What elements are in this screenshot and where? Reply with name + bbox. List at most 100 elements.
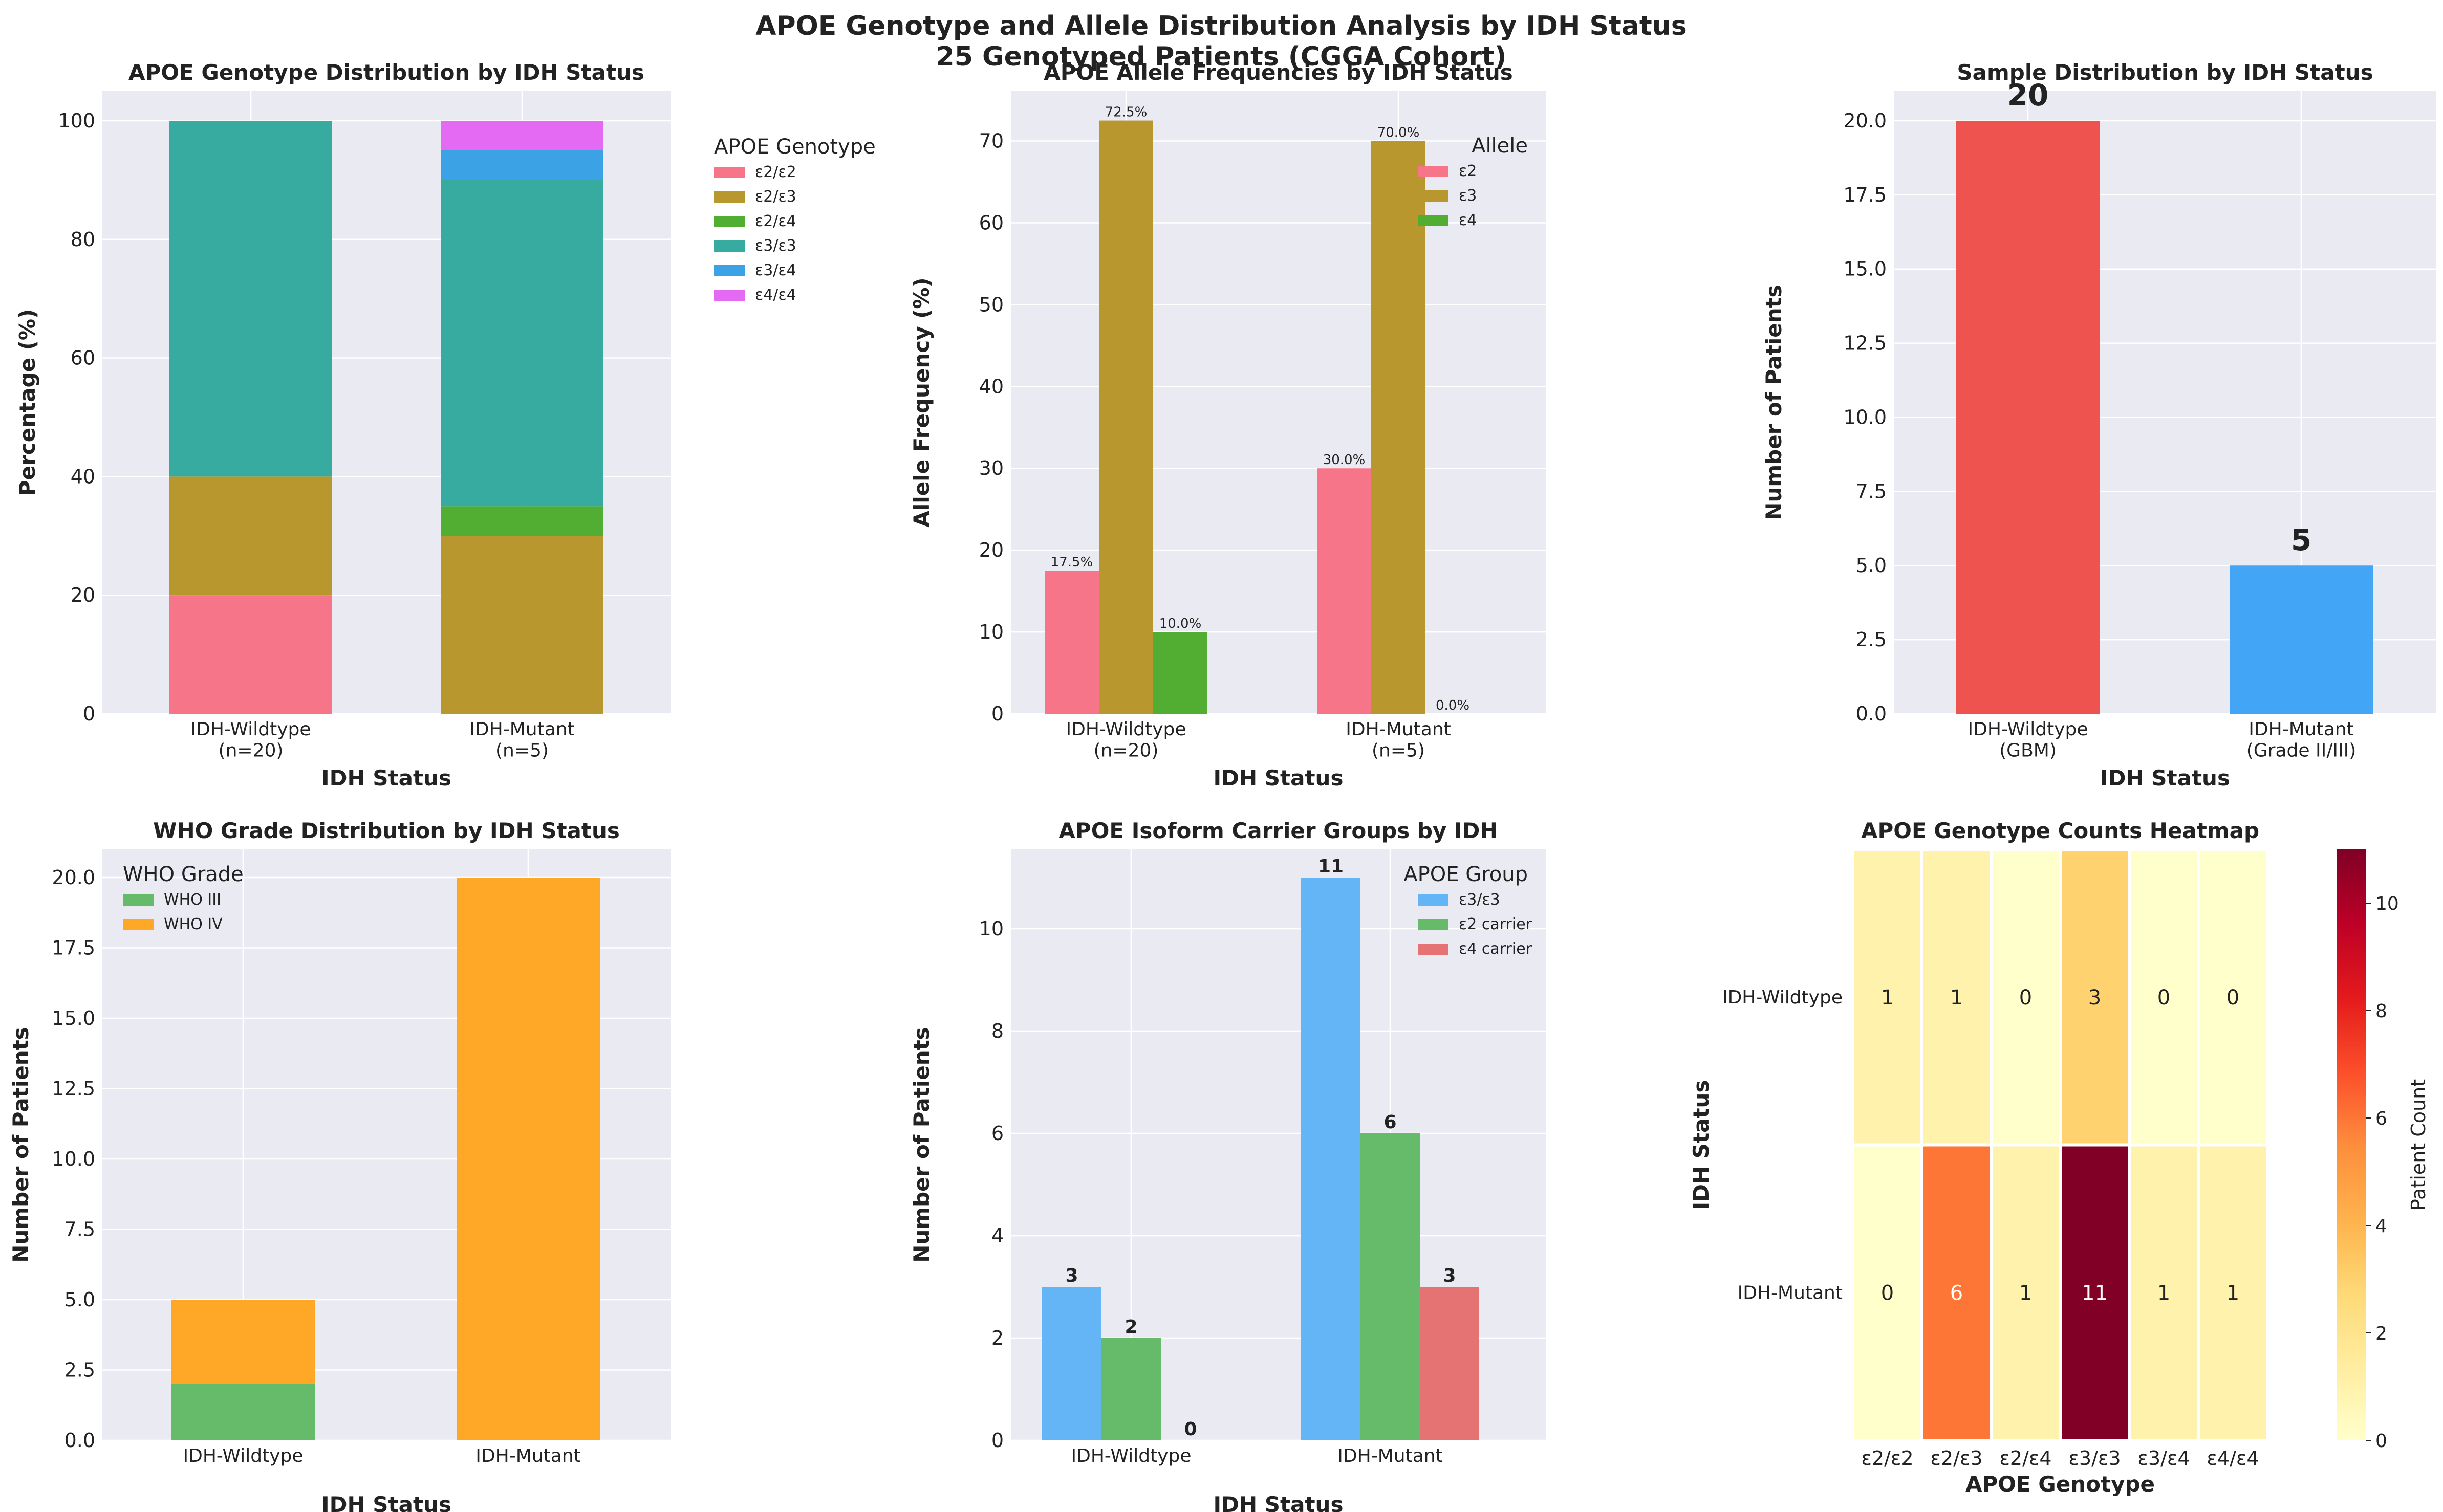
y-tick-label: 7.5: [64, 1218, 95, 1241]
y-tick-label: 15.0: [52, 1007, 95, 1029]
data-label: 20: [2007, 78, 2049, 113]
cell-label: 6: [1950, 1281, 1963, 1305]
legend-title: APOE Group: [1403, 863, 1528, 886]
heatmap-cell: [2059, 1143, 2131, 1442]
y-tick-label: 17.5: [1843, 184, 1887, 206]
heatmap-cell: [1990, 848, 2062, 1147]
colorbar: [2337, 849, 2366, 1440]
y-tick-label: 60: [979, 211, 1004, 234]
y-tick-label: 0: [83, 703, 95, 725]
y-tick-label: 7.5: [1856, 480, 1887, 502]
x-tick-label: IDH-Wildtype (n=20): [1066, 719, 1186, 761]
y-tick-label: 0.0: [1856, 703, 1887, 725]
x-tick-label: IDH-Mutant (n=5): [1346, 719, 1451, 761]
colorbar-label: Patient Count: [2407, 1079, 2430, 1211]
colorbar-tick-label: 6: [2375, 1108, 2387, 1129]
legend-swatch: [714, 240, 745, 252]
legend-swatch: [714, 191, 745, 203]
y-tick-label: 4: [991, 1224, 1004, 1247]
figure-title: APOE Genotype and Allele Distribution An…: [755, 11, 1687, 41]
heatmap-cell: [2197, 1143, 2269, 1442]
data-label: 3: [1443, 1265, 1456, 1286]
legend-label: ε4: [1459, 211, 1477, 229]
data-label: 10.0%: [1159, 616, 1202, 631]
x-tick-label: IDH-Mutant (Grade II/III): [2246, 719, 2356, 761]
bar-segment: [169, 120, 332, 477]
y-tick-label: IDH-Wildtype: [1722, 987, 1843, 1008]
heatmap-cell: [2128, 848, 2200, 1147]
cell-label: 1: [2157, 1281, 2170, 1305]
x-tick-label: ε2/ε2: [1861, 1447, 1913, 1470]
y-tick-label: 10: [979, 917, 1004, 940]
legend-swatch: [714, 265, 745, 276]
x-tick-label: IDH-Mutant: [475, 1445, 580, 1466]
y-tick-label: 10.0: [1843, 406, 1887, 428]
y-tick-label: 2.5: [1856, 628, 1887, 651]
x-tick-label: IDH-Wildtype (n=20): [190, 719, 311, 761]
cell-label: 0: [2157, 986, 2170, 1010]
y-tick-label: 12.5: [52, 1078, 95, 1100]
y-tick-label: 40: [979, 375, 1004, 398]
legend-swatch: [714, 290, 745, 301]
legend-swatch: [1418, 919, 1448, 930]
colorbar-tick-label: 4: [2375, 1216, 2387, 1237]
y-tick-label: 12.5: [1843, 332, 1887, 355]
legend-label: ε2: [1459, 162, 1477, 180]
heatmap-cell: [2197, 848, 2269, 1147]
legend-swatch: [1418, 215, 1448, 226]
legend-label: ε4/ε4: [755, 286, 796, 304]
y-axis-label: Number of Patients: [909, 1027, 934, 1262]
data-label: 72.5%: [1105, 105, 1148, 120]
data-label: 0: [1184, 1419, 1197, 1440]
data-label: 11: [1318, 856, 1344, 877]
y-tick-label: 20.0: [52, 866, 95, 889]
y-tick-label: IDH-Mutant: [1738, 1282, 1843, 1303]
x-tick-label: ε4/ε4: [2207, 1447, 2259, 1470]
y-tick-label: 10: [979, 621, 1004, 643]
bar-segment: [171, 1384, 315, 1440]
legend: APOE Genotype ε2/ε2 ε2/ε3 ε2/ε4 ε3/ε3 ε3/ε4 ε4…: [714, 135, 876, 304]
bar: [1042, 1287, 1101, 1440]
heatmap-cell: [1851, 1143, 1923, 1442]
data-label: 17.5%: [1051, 555, 1093, 570]
colorbar-tick-label: 8: [2375, 1001, 2387, 1022]
bar: [1153, 632, 1207, 714]
y-tick-label: 30: [979, 457, 1004, 479]
legend-swatch: [123, 919, 154, 930]
data-label: 2: [1125, 1317, 1137, 1338]
y-tick-label: 80: [71, 228, 95, 251]
y-tick-label: 2: [991, 1327, 1004, 1349]
x-tick-label: ε2/ε4: [1999, 1447, 2051, 1470]
x-axis-label: IDH Status: [2100, 765, 2230, 791]
bar: [2230, 565, 2373, 714]
cell-label: 1: [1881, 986, 1894, 1010]
heatmap-cell: [2128, 1143, 2200, 1442]
y-tick-label: 0.0: [64, 1429, 95, 1452]
figure-subtitle: 25 Genotyped Patients (CGGA Cohort): [936, 41, 1507, 72]
x-tick-label: IDH-Mutant: [1337, 1445, 1442, 1466]
legend-swatch: [1418, 166, 1448, 177]
legend-label: ε3: [1459, 187, 1477, 205]
data-label: 0.0%: [1436, 698, 1469, 713]
cell-label: 3: [2088, 986, 2101, 1010]
y-tick-label: 15.0: [1843, 258, 1887, 280]
y-tick-label: 20.0: [1843, 109, 1887, 132]
colorbar-tick-label: 0: [2375, 1431, 2387, 1452]
bar: [1420, 1287, 1479, 1440]
panel-3: Sample Distribution by IDH Status IDH Sta…: [1761, 60, 2436, 791]
bar: [1099, 120, 1153, 714]
legend-label: ε2 carrier: [1459, 915, 1532, 933]
data-label: 30.0%: [1323, 452, 1366, 468]
y-tick-label: 0: [991, 1429, 1004, 1452]
bar: [1317, 468, 1371, 714]
panel-title: APOE Genotype Counts Heatmap: [1861, 818, 2259, 843]
y-tick-label: 5.0: [64, 1288, 95, 1311]
bar-segment: [441, 120, 603, 150]
cell-label: 0: [2019, 986, 2032, 1010]
bar-segment: [441, 506, 603, 536]
charts-container: APOE Genotype Distribution by IDH Status…: [8, 60, 2436, 1512]
legend-label: WHO III: [164, 891, 221, 909]
legend: Allele ε2 ε3 ε4: [1418, 134, 1528, 229]
x-axis-label: IDH Status: [321, 765, 451, 791]
